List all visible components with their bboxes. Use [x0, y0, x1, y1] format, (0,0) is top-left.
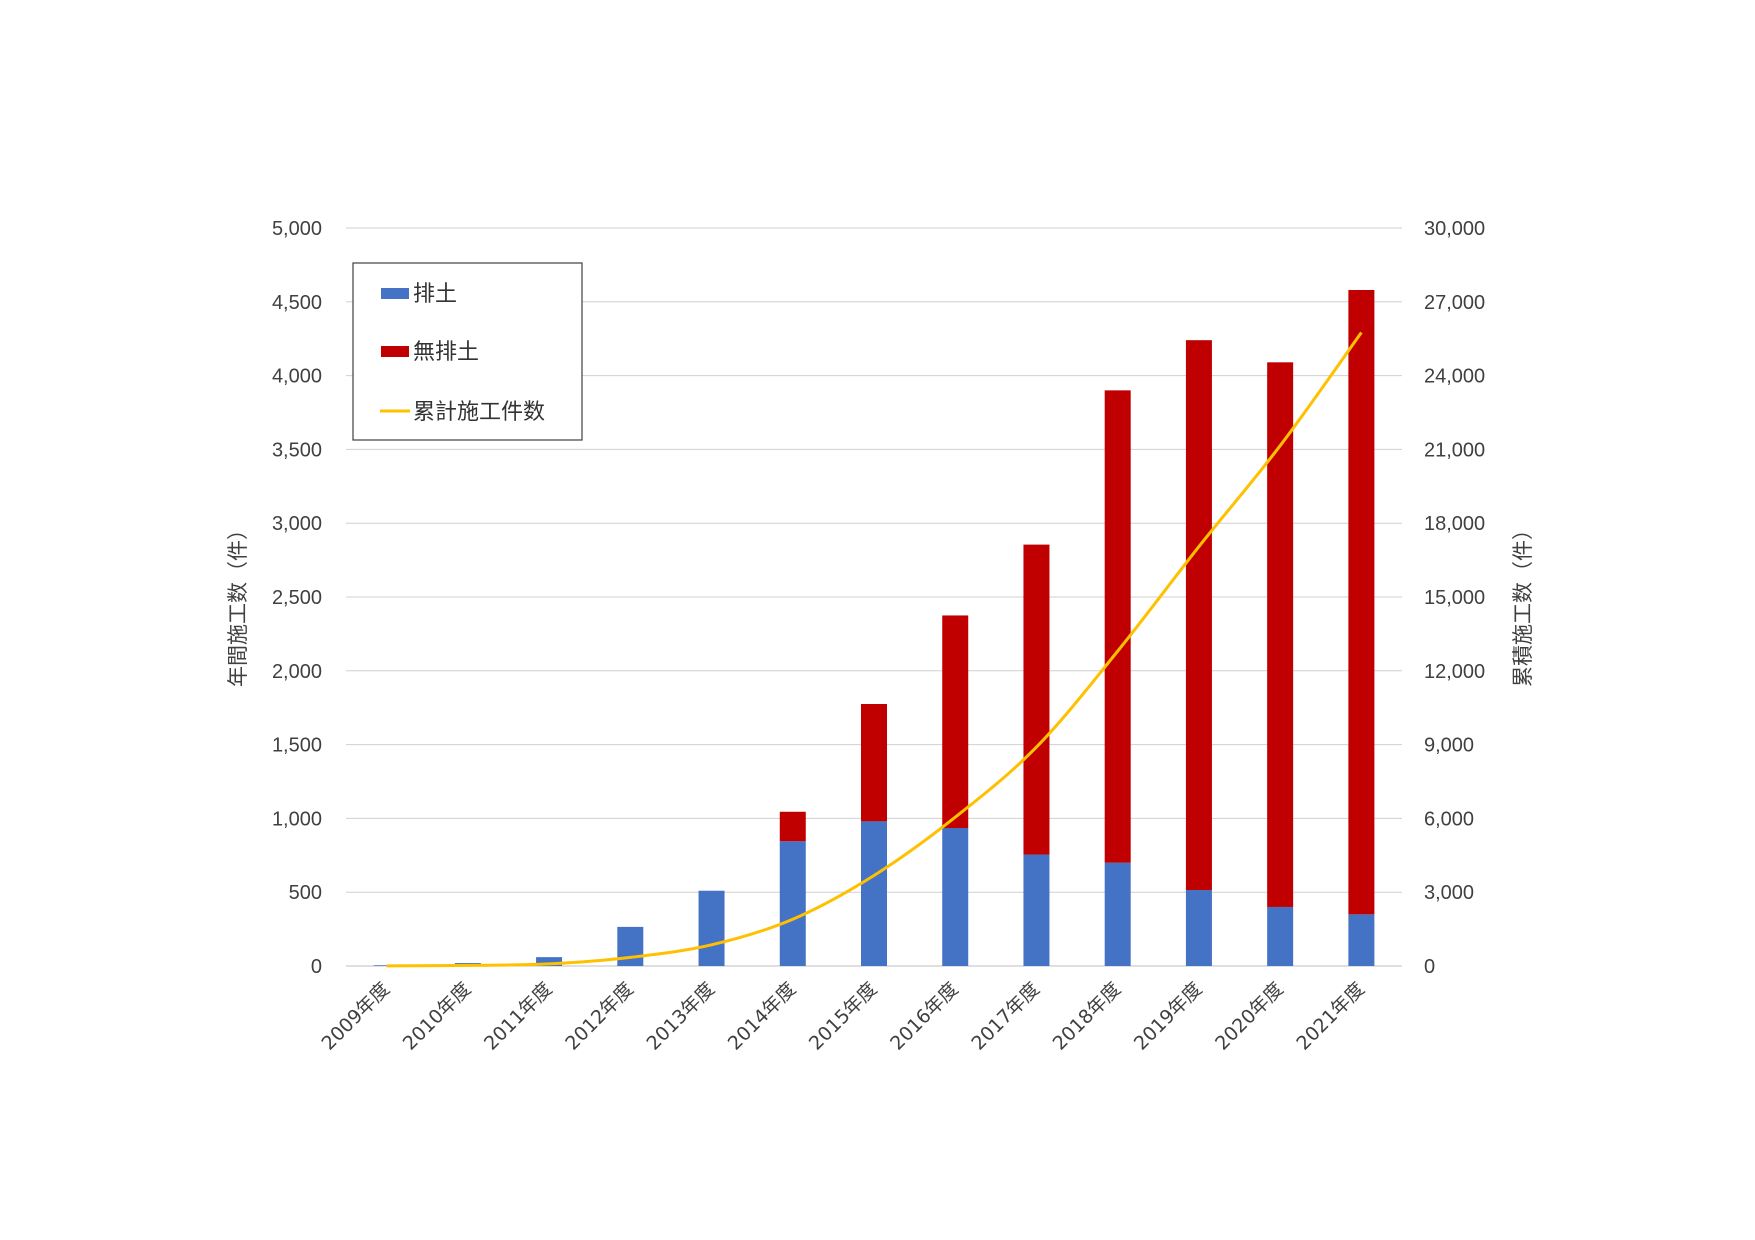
left-tick-label: 0 [311, 956, 322, 978]
bar-haido [1023, 854, 1050, 966]
x-tick-label: 2013年度 [642, 978, 719, 1055]
right-tick-label: 21,000 [1424, 439, 1485, 461]
cumulative-line-path [386, 331, 1363, 968]
left-axis-title: 年間施工数（件） [226, 519, 250, 687]
bar-haido [1348, 914, 1375, 966]
left-tick-label: 3,000 [272, 513, 322, 535]
bar-haido [698, 890, 725, 966]
bar-haido [1185, 889, 1212, 966]
left-tick-label: 500 [289, 882, 322, 904]
left-tick-label: 4,000 [272, 366, 322, 388]
left-tick-label: 1,000 [272, 808, 322, 830]
bar-haido [1267, 906, 1294, 966]
bar-haido [536, 957, 563, 966]
legend-label-cumulative: 累計施工件数 [413, 400, 545, 425]
legend: 排土 無排土 累計施工件数 [352, 262, 583, 441]
left-tick-label: 2,500 [272, 587, 322, 609]
left-tick-label: 4,500 [272, 292, 322, 314]
bar-haido [779, 841, 806, 966]
cumulative-line [386, 331, 1363, 968]
bar-muhaido [1104, 390, 1131, 863]
bar-muhaido [1185, 340, 1212, 890]
right-axis-ticks: 0 3,000 6,000 9,000 12,000 15,000 18,000 21,000… [1424, 218, 1485, 978]
left-tick-label: 2,000 [272, 661, 322, 683]
x-axis-ticks: 2009年度 2010年度 2011年度 2012年度 2013年度 2014年度 2015… [318, 978, 1369, 1055]
bar-haido [942, 827, 969, 966]
right-tick-label: 27,000 [1424, 292, 1485, 314]
x-tick-label: 2012年度 [561, 978, 638, 1055]
bar-muhaido [1267, 362, 1294, 907]
right-tick-label: 15,000 [1424, 587, 1485, 609]
right-tick-label: 3,000 [1424, 882, 1474, 904]
right-tick-label: 0 [1424, 956, 1435, 978]
right-tick-label: 6,000 [1424, 808, 1474, 830]
x-tick-label: 2021年度 [1292, 978, 1369, 1055]
bar-muhaido [779, 811, 806, 842]
bar-muhaido [942, 615, 969, 828]
bar-muhaido [1023, 544, 1050, 855]
left-tick-label: 1,500 [272, 735, 322, 757]
legend-swatch-muhaido [381, 346, 409, 357]
bar-haido [617, 926, 644, 966]
x-tick-label: 2016年度 [886, 978, 963, 1055]
right-axis-title: 累積施工数（件） [1511, 519, 1535, 687]
right-tick-label: 30,000 [1424, 218, 1485, 240]
left-tick-label: 5,000 [272, 218, 322, 240]
bar-haido [1104, 862, 1131, 966]
bars [373, 289, 1375, 966]
left-axis-ticks: 0 500 1,000 1,500 2,000 2,500 3,000 3,500 4,000 4… [272, 218, 322, 978]
x-tick-label: 2018年度 [1049, 978, 1126, 1055]
x-tick-label: 2010年度 [399, 978, 476, 1055]
right-tick-label: 9,000 [1424, 735, 1474, 757]
bar-muhaido [861, 704, 887, 822]
right-tick-label: 12,000 [1424, 661, 1485, 683]
x-tick-label: 2014年度 [724, 978, 801, 1055]
x-tick-label: 2015年度 [805, 978, 882, 1055]
legend-swatch-haido [381, 288, 409, 299]
x-tick-label: 2019年度 [1130, 978, 1207, 1055]
legend-label-haido: 排土 [413, 282, 457, 307]
x-tick-label: 2017年度 [967, 978, 1044, 1055]
x-tick-label: 2011年度 [480, 978, 557, 1055]
left-tick-label: 3,500 [272, 439, 322, 461]
right-tick-label: 18,000 [1424, 513, 1485, 535]
right-tick-label: 24,000 [1424, 366, 1485, 388]
legend-label-muhaido: 無排土 [413, 340, 479, 365]
bar-haido [861, 821, 887, 966]
x-tick-label: 2020年度 [1211, 978, 1288, 1055]
gridlines [346, 227, 1402, 967]
bar-muhaido [1348, 289, 1375, 915]
x-tick-label: 2009年度 [318, 978, 395, 1055]
